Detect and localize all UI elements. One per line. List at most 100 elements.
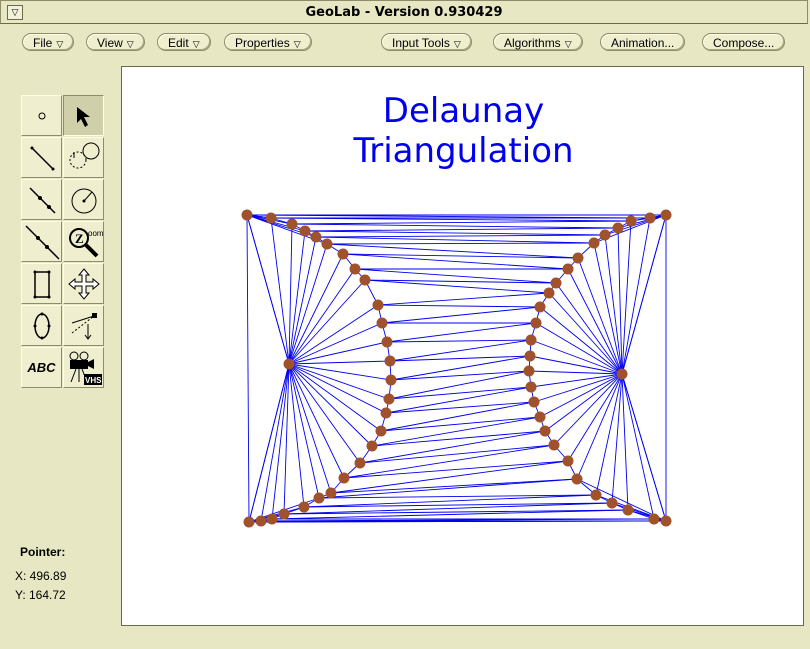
point-tool[interactable] [21,95,62,136]
vertex-point [606,497,618,509]
segment-icon [30,146,55,171]
file-menu[interactable]: File ▽ [22,33,75,51]
vertex-point [599,229,611,241]
animation-button[interactable]: Animation... [600,33,686,51]
vertex-point [338,472,350,484]
vertex-point [590,489,602,501]
edge [528,370,623,375]
vertex-point [562,263,574,275]
input-tools-menu[interactable]: Input Tools ▽ [381,33,472,51]
edge [359,444,555,464]
edge [288,363,332,494]
segment-tool[interactable] [21,137,62,178]
vertex-point [534,301,546,313]
arrow-cursor-icon [77,107,90,127]
edge [288,236,317,365]
edit-menu[interactable]: Edit ▽ [157,33,211,51]
select-tool[interactable] [63,95,104,136]
edge [385,386,532,414]
edge [318,494,597,499]
vertex-point [283,358,295,370]
vertex-point [550,277,562,289]
edge [381,306,541,324]
edge [364,279,557,284]
svg-text:Z: Z [75,231,84,246]
edge [548,292,623,375]
vertex-point [375,425,387,437]
vertex-point [337,248,349,260]
edge [271,363,290,520]
vertex-point [539,425,551,437]
vertex-point [243,516,255,528]
vertex-point [660,209,672,221]
pointer-y: Y: 164.72 [15,588,66,602]
view-menu[interactable]: View ▽ [86,33,145,51]
move-arrows-icon [68,268,100,300]
circle-radius-tool[interactable] [63,179,104,220]
edge [539,373,623,418]
edge [389,339,532,362]
vertex-point [241,209,253,221]
vertex-point [616,368,628,380]
video-camera-icon: VHS [69,351,102,385]
circle-radius-icon [71,188,97,214]
vertex-point [523,365,535,377]
edge [343,460,569,479]
edge [530,373,623,388]
algorithms-menu[interactable]: Algorithms ▽ [493,33,583,51]
vertex-point [366,440,378,452]
edge [288,268,356,365]
title-bar: ▽ GeoLab - Version 0.930429 [0,0,808,24]
ray-tool[interactable] [21,179,62,220]
edge [388,386,532,400]
drawing-canvas[interactable]: Delaunay Triangulation [121,66,804,626]
circle-tool[interactable] [63,137,104,178]
vertex-point [524,350,536,362]
ray-icon [29,187,56,214]
edge [604,234,623,375]
edge [288,279,366,365]
triangulation-drawing [241,209,672,528]
edge [529,355,623,375]
move-tool[interactable] [63,263,104,304]
ellipse-icon [33,312,51,340]
edge [390,355,531,381]
vertex-point [383,393,395,405]
edge [535,322,623,375]
vertex-point [385,374,397,386]
edge [617,227,623,375]
edge [326,242,595,245]
canvas-title-line2: Triangulation [353,131,574,171]
chevron-down-icon: ▽ [126,39,134,49]
ellipse-tool[interactable] [21,305,62,346]
properties-menu[interactable]: Properties ▽ [224,33,312,51]
text-tool-label: ABC [27,360,56,375]
edge [288,223,293,365]
edge [380,401,535,432]
edge [359,430,546,464]
compose-button[interactable]: Compose... [702,33,786,51]
point-icon [38,112,46,120]
edge [621,373,655,520]
vertex-point [588,237,600,249]
vertex-point [349,263,361,275]
rectangle-tool[interactable] [21,263,62,304]
window-title: GeoLab - Version 0.930429 [305,5,503,20]
edge [246,214,250,523]
pointer-readout: Pointer: X: 496.89 Y: 164.72 [15,545,66,607]
edge [386,322,537,343]
record-tool[interactable]: VHS [63,347,104,388]
vertex-point [562,455,574,467]
edge [288,363,305,508]
window-menu-button[interactable]: ▽ [7,5,23,20]
vertex-point [534,411,546,423]
line-tool[interactable] [21,221,62,262]
edge [248,363,290,523]
vertex-point [528,396,540,408]
text-tool[interactable]: ABC [21,347,62,388]
edge [364,279,550,294]
transform-tool[interactable] [63,305,104,346]
edge [315,236,595,244]
circles-icon [69,142,100,169]
